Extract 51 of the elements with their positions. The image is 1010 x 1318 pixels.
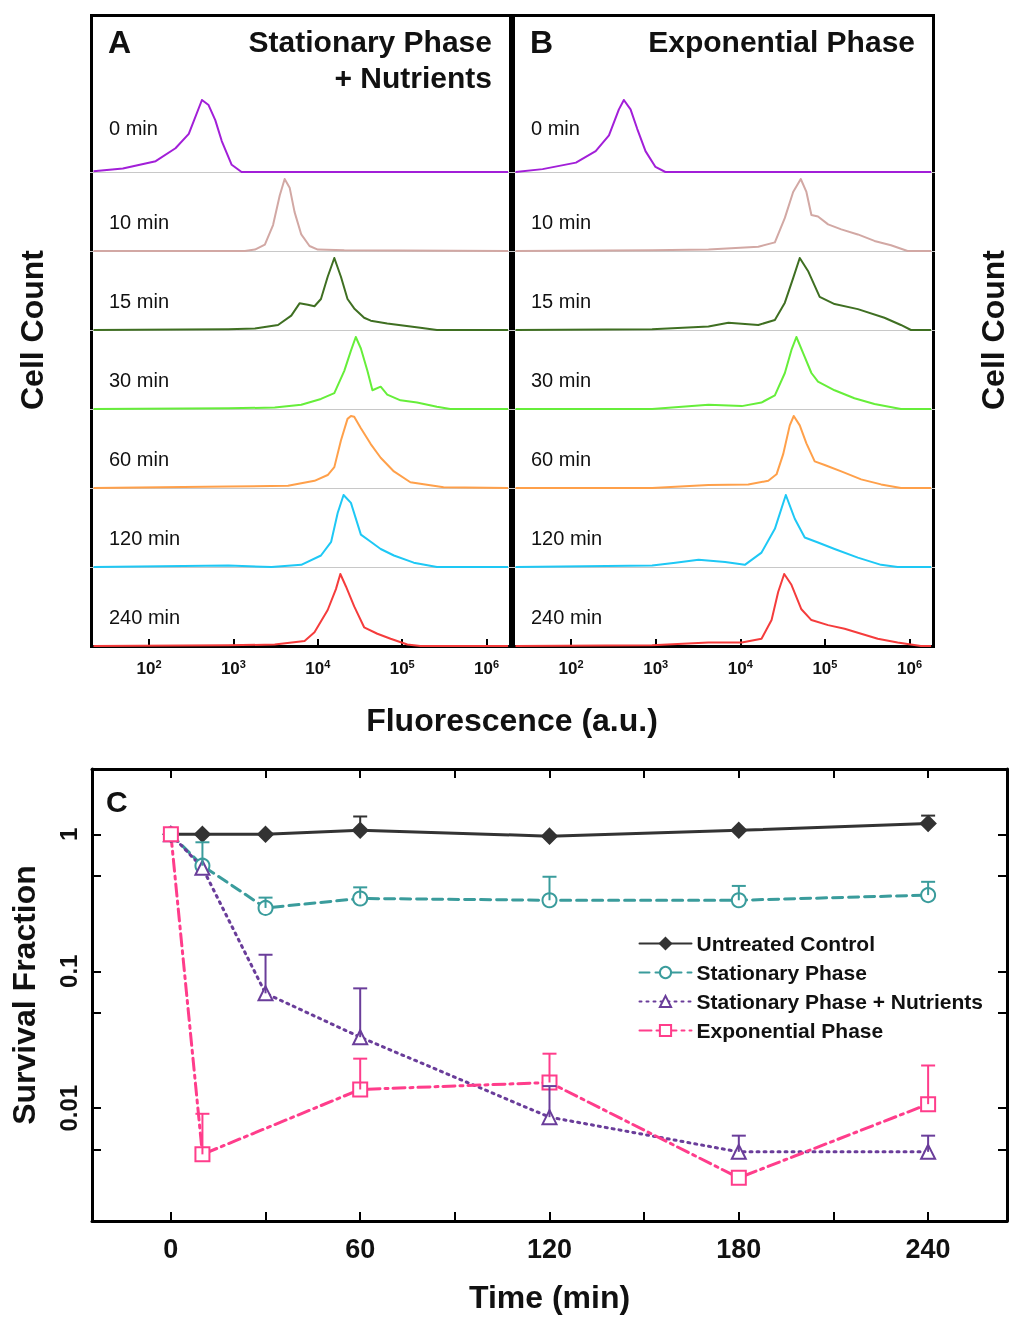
legend-label: Exponential Phase <box>696 1019 884 1042</box>
point <box>257 899 274 916</box>
x-axis-title: Fluorescence (a.u.) <box>366 701 658 739</box>
text: 120 min <box>531 527 603 549</box>
x-tick-label: 120 <box>526 1233 573 1264</box>
x-tick-label: 240 <box>905 1233 951 1264</box>
text: A <box>108 24 132 61</box>
text: 10 min <box>531 211 592 233</box>
text: B <box>530 24 554 61</box>
text: Exponential Phase <box>648 24 915 60</box>
point <box>920 887 937 904</box>
text: 30 min <box>109 369 170 391</box>
y-axis-title: Survival Fraction <box>6 865 42 1125</box>
text: 15 min <box>531 290 592 312</box>
point <box>541 892 558 909</box>
point <box>730 892 747 909</box>
x-tick-label: 60 <box>345 1233 376 1264</box>
annotation: C <box>106 784 128 818</box>
point <box>194 826 211 843</box>
legend-label: Untreated Control <box>696 932 875 955</box>
point <box>351 822 369 839</box>
point <box>352 1081 369 1098</box>
y-axis-title: Cell Count <box>974 250 1010 410</box>
text: 120 min <box>109 527 181 549</box>
y-tick-label: 1 <box>54 827 82 842</box>
text: 15 min <box>109 290 170 312</box>
x-tick-label: 0 <box>163 1233 179 1264</box>
text: 240 min <box>109 606 181 628</box>
text: Stationary Phase + Nutrients <box>247 24 492 96</box>
text: 240 min <box>531 606 603 628</box>
text: 60 min <box>531 448 592 470</box>
point <box>919 815 937 832</box>
text: 0 min <box>531 117 580 139</box>
point <box>730 822 748 839</box>
point <box>194 1146 211 1163</box>
y-axis-title: Cell Count <box>13 250 51 410</box>
text: 10 min <box>109 211 170 233</box>
point <box>257 826 274 843</box>
point <box>352 890 369 907</box>
y-tick-label: 0.1 <box>54 954 82 988</box>
y-tick-label: 0.01 <box>54 1084 82 1132</box>
x-tick-label: 180 <box>716 1233 762 1264</box>
text: 60 min <box>109 448 170 470</box>
point <box>920 1096 937 1113</box>
text: 0 min <box>109 117 158 139</box>
x-axis-title: Time (min) <box>468 1279 631 1315</box>
point <box>730 1169 747 1186</box>
text: 30 min <box>531 369 592 391</box>
legend-label: Stationary Phase + Nutrients <box>696 990 984 1013</box>
legend-label: Stationary Phase <box>696 961 867 984</box>
point <box>541 827 558 845</box>
